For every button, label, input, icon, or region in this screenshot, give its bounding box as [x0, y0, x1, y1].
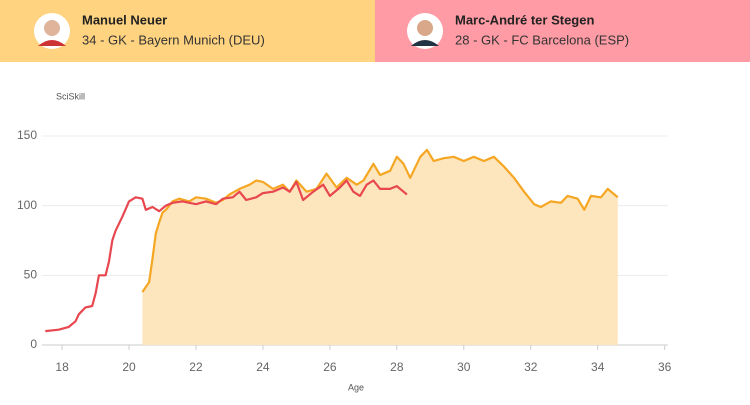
x-tick-label: 26	[323, 360, 337, 374]
avatar	[34, 13, 70, 49]
y-tick-label: 50	[24, 267, 38, 281]
player-info: 34 - GK - Bayern Munich (DEU)	[82, 32, 265, 47]
player-info: 28 - GK - FC Barcelona (ESP)	[455, 32, 629, 47]
y-tick-label: 100	[17, 198, 37, 212]
x-tick-label: 34	[591, 360, 605, 374]
x-tick-label: 24	[256, 360, 270, 374]
area	[142, 149, 618, 345]
x-tick-label: 28	[390, 360, 404, 374]
player-name: Marc-André ter Stegen	[455, 12, 594, 27]
x-axis-label: Age	[348, 382, 364, 392]
x-tick-label: 36	[658, 360, 672, 374]
x-tick-label: 30	[457, 360, 471, 374]
x-tick-label: 32	[524, 360, 538, 374]
avatar	[407, 13, 443, 49]
y-tick-label: 150	[17, 128, 37, 142]
y-tick-label: 0	[30, 337, 37, 351]
player-name: Manuel Neuer	[82, 12, 167, 27]
line	[141, 148, 619, 293]
x-tick-label: 22	[189, 360, 203, 374]
line	[45, 179, 408, 333]
x-tick-label: 20	[122, 360, 136, 374]
y-axis-label: SciSkill	[56, 91, 85, 101]
x-tick-label: 18	[55, 360, 69, 374]
